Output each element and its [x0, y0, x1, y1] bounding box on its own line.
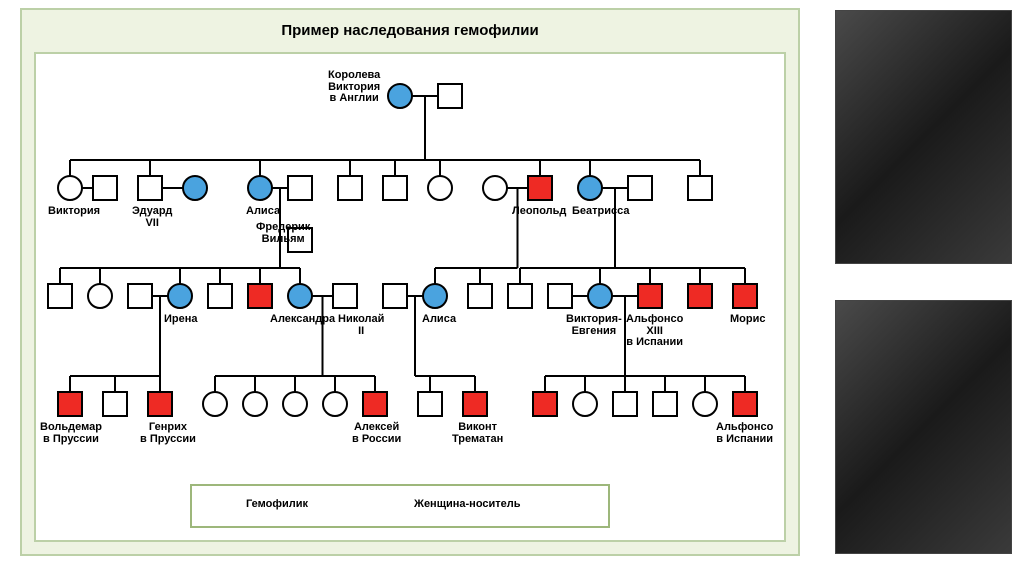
person-u3a — [48, 284, 72, 308]
person-u3d — [208, 284, 232, 308]
person-nic — [333, 284, 357, 308]
label-alice: Алиса — [246, 206, 280, 218]
person-u4h — [573, 392, 597, 416]
person-vik_sp — [93, 176, 117, 200]
person-bea_sp — [628, 176, 652, 200]
person-u3h — [508, 284, 532, 308]
person-u3i — [688, 284, 712, 308]
person-u2a — [338, 176, 362, 200]
person-u4i — [613, 392, 637, 416]
person-u4f — [418, 392, 442, 416]
person-alex — [288, 284, 312, 308]
stage: Пример наследования гемофилии Королева В… — [0, 0, 1024, 574]
person-u3f — [383, 284, 407, 308]
person-alice2 — [423, 284, 447, 308]
label-alf13: Альфонсо XIII в Испании — [626, 314, 683, 349]
person-u3c — [128, 284, 152, 308]
legend-hemophilic-label: Гемофилик — [246, 499, 308, 511]
person-henry — [148, 392, 172, 416]
person-u4j — [653, 392, 677, 416]
person-alf13 — [638, 284, 662, 308]
label-veug: Виктория- Евгения — [566, 314, 622, 337]
label-wold: Вольдемар в Пруссии — [40, 422, 102, 445]
person-u4k — [693, 392, 717, 416]
person-alf — [733, 392, 757, 416]
person-u3g — [468, 284, 492, 308]
label-alice2: Алиса — [422, 314, 456, 326]
legend-carrier-label: Женщина-носитель — [414, 499, 521, 511]
label-vik: Виктория — [48, 206, 100, 218]
person-irena — [168, 284, 192, 308]
person-u4c — [243, 392, 267, 416]
person-u4b — [203, 392, 227, 416]
label-alexei: Алексей в России — [352, 422, 401, 445]
photo-alexandra-alexei — [835, 300, 1012, 554]
person-wold — [58, 392, 82, 416]
person-u4g — [533, 392, 557, 416]
label-bea: Беатрисса — [572, 206, 630, 218]
label-irena: Ирена — [164, 314, 198, 326]
person-ed7 — [138, 176, 162, 200]
label-visc: Виконт Трематан — [452, 422, 503, 445]
label-fw: Фредерик Вильям — [256, 222, 310, 245]
person-alice — [248, 176, 272, 200]
label-victoria: Королева Виктория в Англии — [328, 70, 380, 105]
label-alex: Александра — [270, 314, 335, 326]
person-veug_sp — [548, 284, 572, 308]
person-u4e — [323, 392, 347, 416]
person-u2d — [688, 176, 712, 200]
person-moris — [733, 284, 757, 308]
person-veug — [588, 284, 612, 308]
label-moris: Морис — [730, 314, 765, 326]
person-u4d — [283, 392, 307, 416]
person-alice_sp — [288, 176, 312, 200]
person-albert — [438, 84, 462, 108]
person-u3b — [88, 284, 112, 308]
person-leo_sp — [483, 176, 507, 200]
person-u2b — [383, 176, 407, 200]
person-vik — [58, 176, 82, 200]
person-u2c — [428, 176, 452, 200]
person-bea — [578, 176, 602, 200]
person-victoria — [388, 84, 412, 108]
person-u4a — [103, 392, 127, 416]
label-henry: Генрих в Пруссии — [140, 422, 196, 445]
person-visc — [463, 392, 487, 416]
photo-queen-victoria — [835, 10, 1012, 264]
person-ed7_sp — [183, 176, 207, 200]
person-leo — [528, 176, 552, 200]
label-nic: Николай II — [338, 314, 384, 337]
label-ed7: Эдуард VII — [132, 206, 172, 229]
person-u3e — [248, 284, 272, 308]
person-alexei — [363, 392, 387, 416]
label-leo: Леопольд — [512, 206, 566, 218]
label-alf: Альфонсо в Испании — [716, 422, 773, 445]
